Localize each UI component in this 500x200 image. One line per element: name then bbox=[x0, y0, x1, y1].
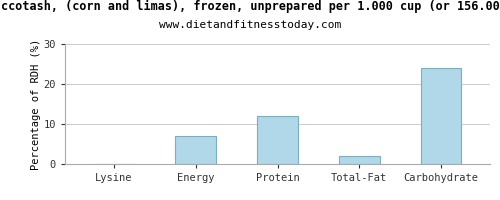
Text: ccotash, (corn and limas), frozen, unprepared per 1.000 cup (or 156.00: ccotash, (corn and limas), frozen, unpre… bbox=[0, 0, 500, 13]
Y-axis label: Percentage of RDH (%): Percentage of RDH (%) bbox=[30, 38, 40, 170]
Bar bbox=[257, 116, 298, 164]
Bar bbox=[176, 136, 216, 164]
Bar bbox=[339, 156, 380, 164]
Bar bbox=[420, 68, 462, 164]
Text: www.dietandfitnesstoday.com: www.dietandfitnesstoday.com bbox=[159, 20, 341, 30]
